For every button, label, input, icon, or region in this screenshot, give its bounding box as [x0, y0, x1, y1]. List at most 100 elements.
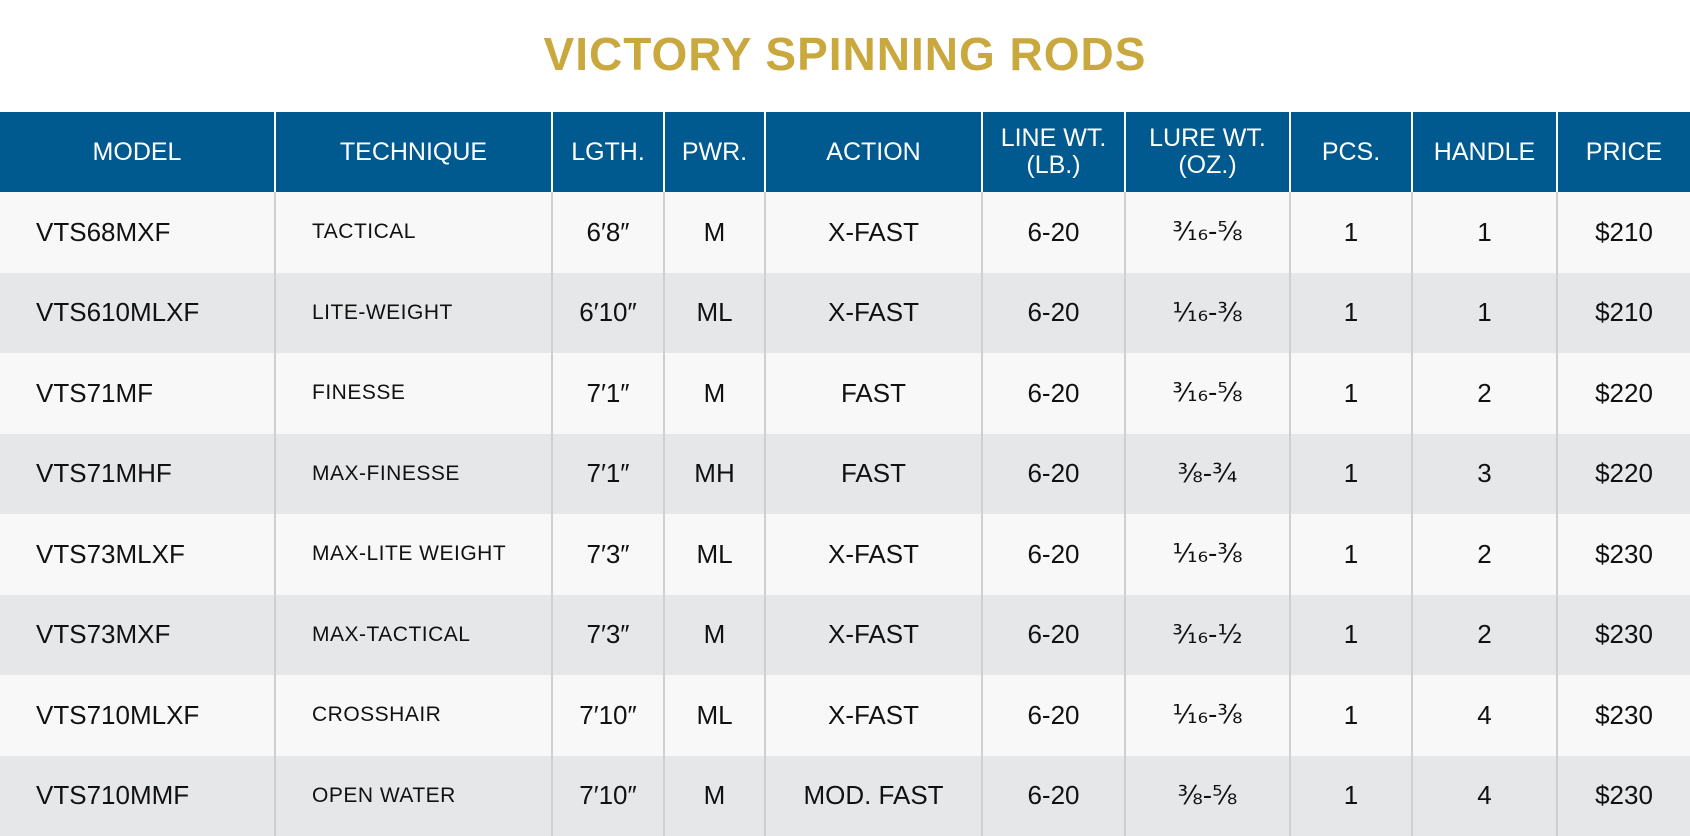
- cell: ³⁄₁₆-½: [1124, 594, 1290, 675]
- cell: M: [663, 353, 765, 434]
- cell: ML: [663, 272, 765, 353]
- cell: 1: [1289, 272, 1412, 353]
- cell: 1: [1411, 192, 1557, 273]
- cell: FINESSE: [274, 353, 552, 434]
- table-row: VTS73MLXF MAX-LITE WEIGHT 7′3″ ML X-FAST 6-20…: [0, 514, 1690, 595]
- spec-table: MODEL TECHNIQUE LGTH. PWR. ACTION LINE WT. (LB…: [0, 112, 1690, 836]
- cell: 7′10″: [551, 755, 664, 836]
- cell: 7′1″: [551, 353, 664, 434]
- cell: 6′10″: [551, 272, 664, 353]
- cell: ⅜-⅝: [1124, 755, 1290, 836]
- cell: 2: [1411, 353, 1557, 434]
- cell: 4: [1411, 755, 1557, 836]
- header-cell: PCS.: [1289, 112, 1412, 192]
- cell: M: [663, 192, 765, 273]
- cell: VTS710MMF: [0, 755, 275, 836]
- cell: 6-20: [981, 594, 1125, 675]
- cell: 6′8″: [551, 192, 664, 273]
- header-text: (OZ.): [1178, 151, 1237, 179]
- header-text: MODEL: [92, 137, 182, 166]
- cell: 7′10″: [551, 675, 664, 756]
- header-cell: LURE WT. (OZ.): [1124, 112, 1290, 192]
- cell: VTS71MHF: [0, 433, 275, 514]
- cell: $220: [1556, 353, 1690, 434]
- header-text: ACTION: [826, 137, 921, 166]
- header-cell: PWR.: [663, 112, 765, 192]
- table-row: VTS71MHF MAX-FINESSE 7′1″ MH FAST 6-20 ⅜-¾ 1 3 $2…: [0, 433, 1690, 514]
- cell: X-FAST: [764, 675, 982, 756]
- cell: MH: [663, 433, 765, 514]
- cell: $230: [1556, 514, 1690, 595]
- cell: LITE-WEIGHT: [274, 272, 552, 353]
- cell: X-FAST: [764, 514, 982, 595]
- cell: 1: [1289, 755, 1412, 836]
- header-cell: HANDLE: [1411, 112, 1557, 192]
- cell: ¹⁄₁₆-⅜: [1124, 675, 1290, 756]
- header-cell: MODEL: [0, 112, 275, 192]
- cell: 1: [1289, 675, 1412, 756]
- cell: 7′3″: [551, 594, 664, 675]
- cell: ML: [663, 514, 765, 595]
- cell: M: [663, 755, 765, 836]
- cell: ¹⁄₁₆-⅜: [1124, 514, 1290, 595]
- cell: 7′3″: [551, 514, 664, 595]
- cell: $230: [1556, 755, 1690, 836]
- cell: $230: [1556, 594, 1690, 675]
- header-cell: PRICE: [1556, 112, 1690, 192]
- header-text: PCS.: [1321, 137, 1381, 166]
- header-cell: ACTION: [764, 112, 982, 192]
- cell: TACTICAL: [274, 192, 552, 273]
- cell: $220: [1556, 433, 1690, 514]
- title: VICTORY SPINNING RODS: [543, 28, 1147, 80]
- cell: MAX-LITE WEIGHT: [274, 514, 552, 595]
- cell: FAST: [764, 353, 982, 434]
- header-cell: LGTH.: [551, 112, 664, 192]
- table-row: VTS73MXF MAX-TACTICAL 7′3″ M X-FAST 6-20 ³⁄₁₆-…: [0, 594, 1690, 675]
- table-body: VTS68MXF TACTICAL 6′8″ M X-FAST 6-20 ³⁄₁₆-⅝ 1 1 $…: [0, 192, 1690, 836]
- cell: 6-20: [981, 272, 1125, 353]
- table-row: VTS68MXF TACTICAL 6′8″ M X-FAST 6-20 ³⁄₁₆-⅝ 1 1 $…: [0, 192, 1690, 273]
- cell: ¹⁄₁₆-⅜: [1124, 272, 1290, 353]
- cell: 6-20: [981, 433, 1125, 514]
- cell: X-FAST: [764, 192, 982, 273]
- cell: 4: [1411, 675, 1557, 756]
- table-row: VTS710MMF OPEN WATER 7′10″ M MOD. FAST 6-20 ⅜-…: [0, 755, 1690, 836]
- cell: 1: [1289, 433, 1412, 514]
- table-row: VTS610MLXF LITE-WEIGHT 6′10″ ML X-FAST 6-20 ¹⁄…: [0, 272, 1690, 353]
- header-cell: LINE WT. (LB.): [981, 112, 1125, 192]
- cell: ³⁄₁₆-⅝: [1124, 192, 1290, 273]
- cell: 6-20: [981, 353, 1125, 434]
- cell: 2: [1411, 514, 1557, 595]
- cell: 3: [1411, 433, 1557, 514]
- cell: 1: [1289, 353, 1412, 434]
- cell: $230: [1556, 675, 1690, 756]
- cell: 6-20: [981, 514, 1125, 595]
- header-row: MODEL TECHNIQUE LGTH. PWR. ACTION LINE WT. (LB…: [0, 112, 1690, 192]
- cell: 2: [1411, 594, 1557, 675]
- cell: 6-20: [981, 675, 1125, 756]
- cell: CROSSHAIR: [274, 675, 552, 756]
- table-row: VTS710MLXF CROSSHAIR 7′10″ ML X-FAST 6-20 ¹⁄₁₆…: [0, 675, 1690, 756]
- cell: MAX-FINESSE: [274, 433, 552, 514]
- cell: 1: [1289, 514, 1412, 595]
- cell: X-FAST: [764, 594, 982, 675]
- cell: OPEN WATER: [274, 755, 552, 836]
- cell: 1: [1411, 272, 1557, 353]
- cell: VTS68MXF: [0, 192, 275, 273]
- cell: MAX-TACTICAL: [274, 594, 552, 675]
- header-text: LINE WT.: [1000, 124, 1107, 152]
- cell: VTS71MF: [0, 353, 275, 434]
- table-row: VTS71MF FINESSE 7′1″ M FAST 6-20 ³⁄₁₆-⅝ 1 2 $220: [0, 353, 1690, 434]
- cell: 6-20: [981, 192, 1125, 273]
- cell: MOD. FAST: [764, 755, 982, 836]
- header-text: PRICE: [1585, 137, 1663, 166]
- cell: VTS610MLXF: [0, 272, 275, 353]
- cell: FAST: [764, 433, 982, 514]
- header-cell: TECHNIQUE: [274, 112, 552, 192]
- cell: 7′1″: [551, 433, 664, 514]
- header-text: TECHNIQUE: [339, 137, 488, 166]
- cell: ³⁄₁₆-⅝: [1124, 353, 1290, 434]
- cell: 6-20: [981, 755, 1125, 836]
- header-text: LURE WT.: [1149, 124, 1266, 152]
